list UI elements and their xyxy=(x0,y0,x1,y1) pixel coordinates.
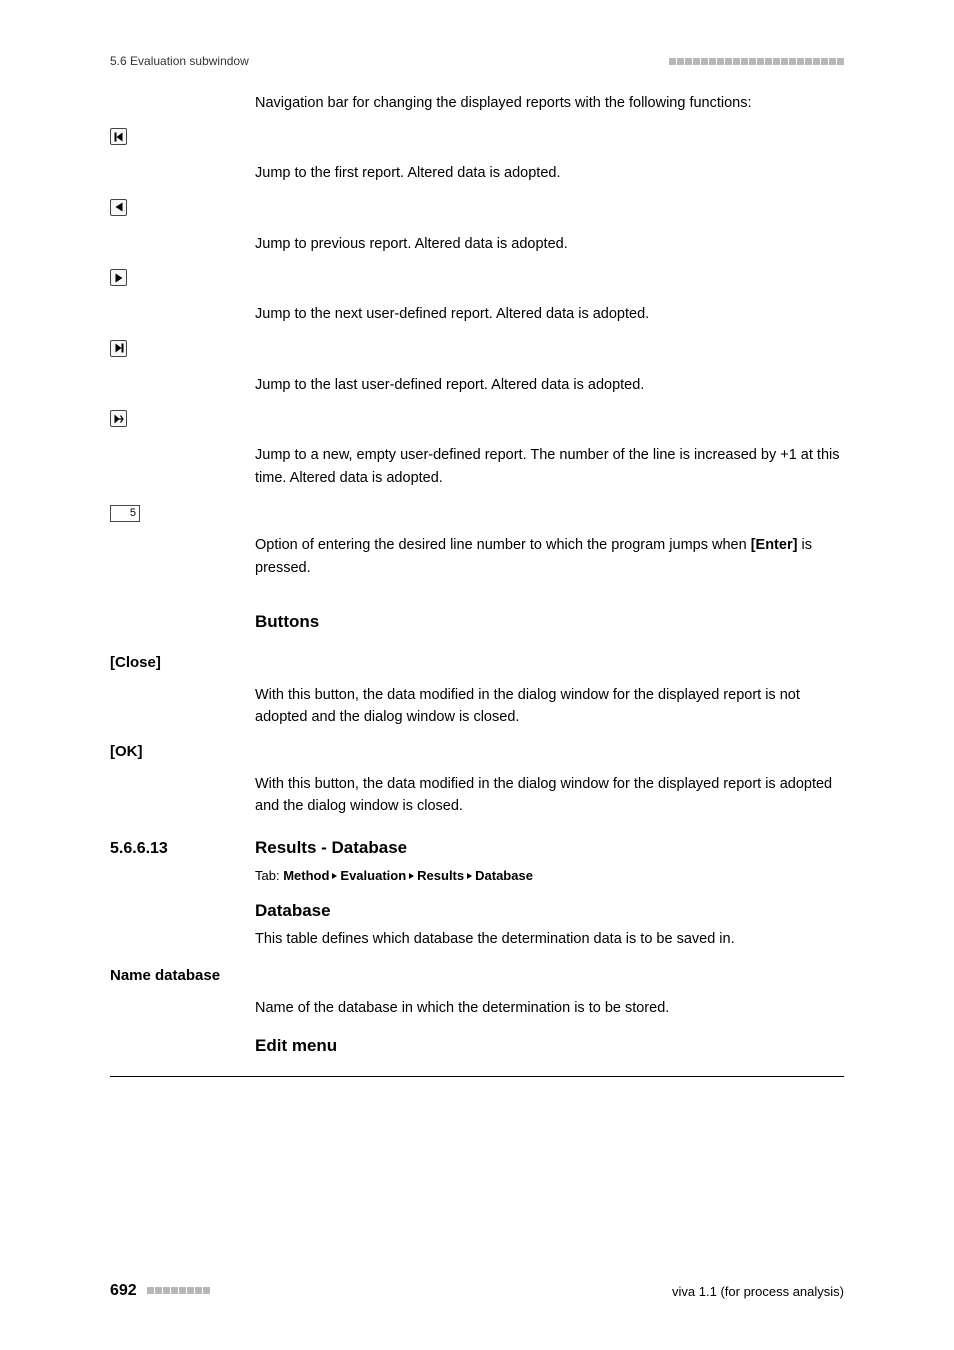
ok-button-label: [OK] xyxy=(110,743,143,760)
edit-menu-heading: Edit menu xyxy=(255,1033,844,1059)
nav-next-desc: Jump to the next user-defined report. Al… xyxy=(255,303,844,325)
section-number: 5.6.6.13 xyxy=(110,840,168,857)
nav-first-desc: Jump to the first report. Altered data i… xyxy=(255,162,844,184)
section-title: Results - Database xyxy=(255,835,844,861)
database-desc: This table defines which database the de… xyxy=(255,928,844,950)
ok-button-desc: With this button, the data modified in t… xyxy=(255,773,844,818)
nav-intro-text: Navigation bar for changing the displaye… xyxy=(255,92,844,114)
nav-new-desc: Jump to a new, empty user-defined report… xyxy=(255,444,844,489)
buttons-heading: Buttons xyxy=(255,609,844,635)
name-database-desc: Name of the database in which the determ… xyxy=(255,997,844,1019)
footer-decoration xyxy=(147,1287,210,1294)
nav-last-desc: Jump to the last user-defined report. Al… xyxy=(255,374,844,396)
nav-next-icon[interactable] xyxy=(110,269,127,286)
page-number: 692 xyxy=(110,1282,137,1299)
line-number-input[interactable]: 5 xyxy=(110,505,140,522)
breadcrumb: Tab: MethodEvaluationResultsDatabase xyxy=(255,866,844,886)
nav-new-icon[interactable] xyxy=(110,410,127,427)
nav-first-icon[interactable] xyxy=(110,128,127,145)
header-decoration xyxy=(669,58,844,65)
name-database-label: Name database xyxy=(110,967,220,984)
footer-version: viva 1.1 (for process analysis) xyxy=(672,1284,844,1299)
close-button-desc: With this button, the data modified in t… xyxy=(255,684,844,729)
divider xyxy=(110,1076,844,1077)
nav-prev-icon[interactable] xyxy=(110,199,127,216)
close-button-label: [Close] xyxy=(110,654,161,671)
line-number-desc: Option of entering the desired line numb… xyxy=(255,534,844,579)
database-heading: Database xyxy=(255,898,844,924)
nav-prev-desc: Jump to previous report. Altered data is… xyxy=(255,233,844,255)
header-section-label: 5.6 Evaluation subwindow xyxy=(110,54,249,68)
nav-last-icon[interactable] xyxy=(110,340,127,357)
footer-left: 692 xyxy=(110,1282,210,1300)
